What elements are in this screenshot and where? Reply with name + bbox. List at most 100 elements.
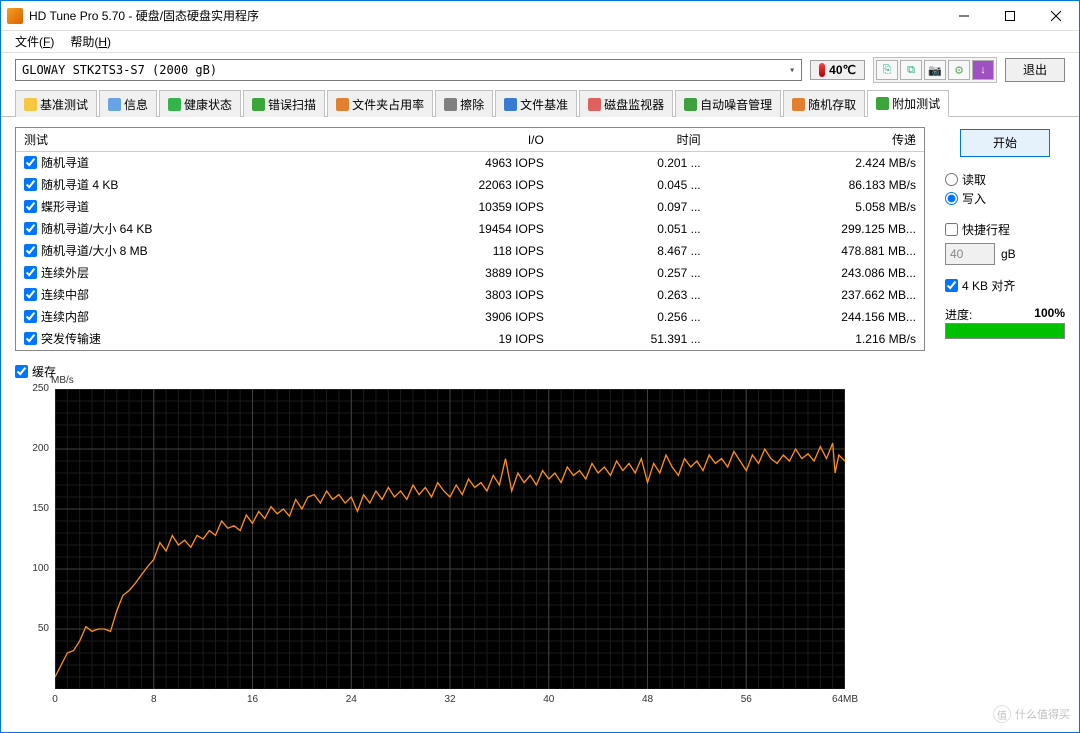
cell-rate: 2.424 MB/s bbox=[709, 152, 924, 175]
row-checkbox[interactable] bbox=[24, 288, 37, 301]
row-checkbox[interactable] bbox=[24, 310, 37, 323]
cell-io: 19 IOPS bbox=[359, 328, 552, 350]
table-col-2[interactable]: 时间 bbox=[552, 128, 709, 152]
cell-rate: 478.881 MB... bbox=[709, 240, 924, 262]
y-axis-unit: MB/s bbox=[51, 375, 74, 386]
tab-icon bbox=[24, 98, 37, 111]
y-tick-label: 200 bbox=[21, 443, 49, 454]
row-checkbox[interactable] bbox=[24, 178, 37, 191]
tab-7[interactable]: 磁盘监视器 bbox=[579, 90, 673, 117]
y-tick-label: 250 bbox=[21, 383, 49, 394]
drive-select[interactable]: GLOWAY STK2TS3-S7 (2000 gB) ▾ bbox=[15, 59, 802, 81]
cell-rate: 1.216 MB/s bbox=[709, 328, 924, 350]
table-row[interactable]: 连续中部 3803 IOPS0.263 ...237.662 MB... bbox=[16, 284, 924, 306]
cell-io: 3906 IOPS bbox=[359, 306, 552, 328]
table-row[interactable]: 随机寻道/大小 64 KB19454 IOPS0.051 ...299.125 … bbox=[16, 218, 924, 240]
menu-help[interactable]: 帮助(H) bbox=[62, 31, 119, 52]
tab-3[interactable]: 错误扫描 bbox=[243, 90, 325, 117]
row-checkbox[interactable] bbox=[24, 244, 37, 257]
cell-time: 0.045 ... bbox=[552, 174, 709, 196]
row-checkbox[interactable] bbox=[24, 200, 37, 213]
cell-rate: 86.183 MB/s bbox=[709, 174, 924, 196]
table-col-0[interactable]: 测试 bbox=[16, 128, 359, 152]
align-label: 4 KB 对齐 bbox=[962, 277, 1015, 294]
write-radio-input[interactable] bbox=[945, 192, 958, 205]
cell-io: 3803 IOPS bbox=[359, 284, 552, 306]
tab-label: 错误扫描 bbox=[268, 96, 316, 113]
table-row[interactable]: 突发传输速 19 IOPS51.391 ...1.216 MB/s bbox=[16, 328, 924, 350]
table-row[interactable]: 随机寻道/大小 8 MB118 IOPS8.467 ...478.881 MB.… bbox=[16, 240, 924, 262]
start-button[interactable]: 开始 bbox=[960, 129, 1050, 157]
cell-rate: 237.662 MB... bbox=[709, 284, 924, 306]
screenshot-icon[interactable]: ⧉ bbox=[900, 60, 922, 80]
tab-6[interactable]: 文件基准 bbox=[495, 90, 577, 117]
read-radio-input[interactable] bbox=[945, 173, 958, 186]
tab-4[interactable]: 文件夹占用率 bbox=[327, 90, 433, 117]
tab-0[interactable]: 基准测试 bbox=[15, 90, 97, 117]
cell-time: 0.097 ... bbox=[552, 196, 709, 218]
exit-button[interactable]: 退出 bbox=[1005, 58, 1065, 82]
tab-2[interactable]: 健康状态 bbox=[159, 90, 241, 117]
tab-label: 随机存取 bbox=[808, 96, 856, 113]
table-col-3[interactable]: 传递 bbox=[709, 128, 924, 152]
settings-icon[interactable]: ⚙ bbox=[948, 60, 970, 80]
row-name: 突发传输速 bbox=[41, 330, 101, 347]
menubar: 文件(F) 帮助(H) bbox=[1, 31, 1079, 53]
table-row[interactable]: 连续外层3889 IOPS0.257 ...243.086 MB... bbox=[16, 262, 924, 284]
row-checkbox[interactable] bbox=[24, 332, 37, 345]
table-col-1[interactable]: I/O bbox=[359, 128, 552, 152]
tab-5[interactable]: 擦除 bbox=[435, 90, 493, 117]
maximize-button[interactable] bbox=[987, 1, 1033, 31]
align-checkbox-input[interactable] bbox=[945, 279, 958, 292]
tab-1[interactable]: 信息 bbox=[99, 90, 157, 117]
chart-frame: MB/s 501001502002500816243240485664MB bbox=[55, 389, 845, 689]
tab-10[interactable]: 附加测试 bbox=[867, 90, 949, 117]
close-button[interactable] bbox=[1033, 1, 1079, 31]
tab-icon bbox=[684, 98, 697, 111]
save-icon[interactable]: ↓ bbox=[972, 60, 994, 80]
write-radio[interactable]: 写入 bbox=[945, 190, 1065, 207]
cell-io: 19454 IOPS bbox=[359, 218, 552, 240]
tab-icon bbox=[168, 98, 181, 111]
temperature-value: 40℃ bbox=[829, 63, 856, 77]
tab-9[interactable]: 随机存取 bbox=[783, 90, 865, 117]
short-stroke-value: 40 bbox=[945, 243, 995, 265]
tab-8[interactable]: 自动噪音管理 bbox=[675, 90, 781, 117]
tab-icon bbox=[792, 98, 805, 111]
camera-icon[interactable]: 📷 bbox=[924, 60, 946, 80]
x-tick-label: 56 bbox=[741, 694, 752, 705]
tab-label: 文件基准 bbox=[520, 96, 568, 113]
row-name: 连续中部 bbox=[41, 286, 89, 303]
short-stroke-checkbox-input[interactable] bbox=[945, 223, 958, 236]
x-tick-label: 64MB bbox=[832, 694, 858, 705]
cell-io: 4963 IOPS bbox=[359, 152, 552, 175]
table-row[interactable]: 连续内部3906 IOPS0.256 ...244.156 MB... bbox=[16, 306, 924, 328]
table-row[interactable]: 随机寻道4963 IOPS0.201 ...2.424 MB/s bbox=[16, 152, 924, 175]
row-checkbox[interactable] bbox=[24, 266, 37, 279]
table-row[interactable]: 随机寻道 4 KB22063 IOPS0.045 ...86.183 MB/s bbox=[16, 174, 924, 196]
y-tick-label: 100 bbox=[21, 563, 49, 574]
tab-icon bbox=[108, 98, 121, 111]
cell-time: 0.263 ... bbox=[552, 284, 709, 306]
minimize-button[interactable] bbox=[941, 1, 987, 31]
tab-label: 健康状态 bbox=[184, 96, 232, 113]
copy-icon[interactable]: ⎘ bbox=[876, 60, 898, 80]
tab-icon bbox=[252, 98, 265, 111]
menu-file[interactable]: 文件(F) bbox=[7, 31, 62, 52]
row-checkbox[interactable] bbox=[24, 156, 37, 169]
chart-svg bbox=[55, 389, 845, 689]
align-checkbox[interactable]: 4 KB 对齐 bbox=[945, 277, 1065, 294]
row-checkbox[interactable] bbox=[24, 222, 37, 235]
tab-icon bbox=[336, 98, 349, 111]
short-stroke-checkbox[interactable]: 快捷行程 bbox=[945, 221, 1010, 238]
table-row[interactable]: 蝶形寻道10359 IOPS0.097 ...5.058 MB/s bbox=[16, 196, 924, 218]
cache-checkbox-input[interactable] bbox=[15, 365, 28, 378]
read-radio[interactable]: 读取 bbox=[945, 171, 1065, 188]
x-tick-label: 16 bbox=[247, 694, 258, 705]
cache-checkbox[interactable]: 缓存 bbox=[15, 363, 56, 380]
cell-time: 51.391 ... bbox=[552, 328, 709, 350]
x-tick-label: 32 bbox=[444, 694, 455, 705]
row-name: 连续外层 bbox=[41, 264, 89, 281]
content-area: 测试I/O时间传递 随机寻道4963 IOPS0.201 ...2.424 MB… bbox=[1, 117, 1079, 732]
row-name: 随机寻道/大小 8 MB bbox=[41, 242, 148, 259]
